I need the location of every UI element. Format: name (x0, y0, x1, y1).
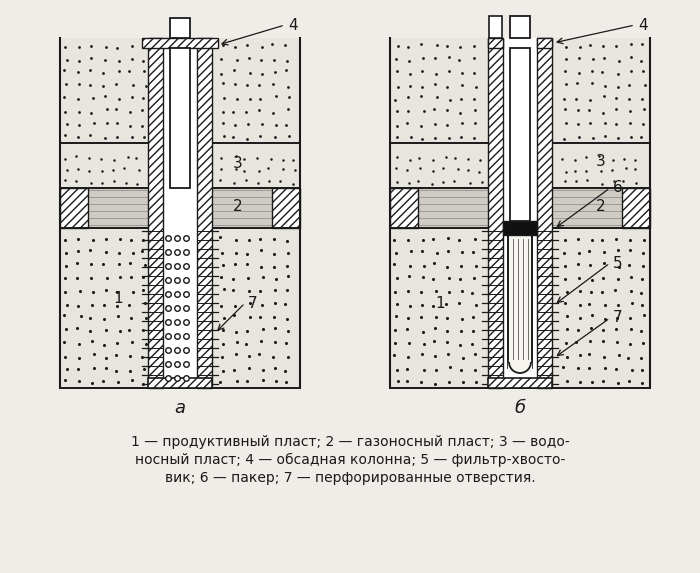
Bar (142, 38, 218, 48)
Bar (488, 378, 552, 388)
Bar (170, 48, 190, 188)
Text: 4: 4 (638, 18, 648, 33)
Text: 5: 5 (613, 256, 622, 270)
Bar (60, 143, 300, 188)
Bar (148, 378, 212, 388)
Bar (508, 235, 532, 368)
Text: 1: 1 (113, 291, 122, 306)
Text: 4: 4 (288, 18, 298, 33)
Bar (390, 143, 650, 188)
Text: 1 — продуктивный пласт; 2 — газоносный пласт; 3 — водо-: 1 — продуктивный пласт; 2 — газоносный п… (131, 435, 569, 449)
Bar (170, 18, 190, 38)
Bar (489, 16, 502, 38)
Bar (60, 38, 300, 143)
Bar (503, 221, 537, 235)
Bar (537, 38, 552, 388)
Bar (510, 48, 530, 221)
Text: б: б (514, 399, 526, 417)
Text: а: а (174, 399, 186, 417)
Bar (60, 228, 300, 388)
Bar (60, 188, 88, 228)
Bar (148, 38, 163, 388)
Text: 7: 7 (613, 311, 622, 325)
Text: 3: 3 (233, 156, 243, 171)
Bar (390, 228, 650, 388)
Text: 2: 2 (596, 199, 605, 214)
Text: 6: 6 (613, 180, 623, 195)
Bar (60, 188, 300, 228)
Text: вик; 6 — пакер; 7 — перфорированные отверстия.: вик; 6 — пакер; 7 — перфорированные отве… (164, 471, 536, 485)
Bar (508, 360, 532, 372)
Bar (510, 16, 530, 38)
Bar (197, 38, 212, 388)
Bar (488, 38, 503, 48)
Bar (537, 38, 552, 48)
Text: 3: 3 (596, 154, 605, 169)
Bar (390, 38, 650, 143)
Text: 2: 2 (233, 199, 243, 214)
Bar (163, 38, 197, 388)
Bar (503, 38, 537, 388)
Bar (488, 38, 503, 388)
Bar (390, 188, 650, 228)
Bar (272, 188, 300, 228)
Bar (622, 188, 650, 228)
Bar (390, 188, 418, 228)
Text: носный пласт; 4 — обсадная колонна; 5 — фильтр-хвосто-: носный пласт; 4 — обсадная колонна; 5 — … (135, 453, 565, 467)
Text: 7: 7 (248, 296, 258, 311)
Text: 1: 1 (435, 296, 444, 311)
